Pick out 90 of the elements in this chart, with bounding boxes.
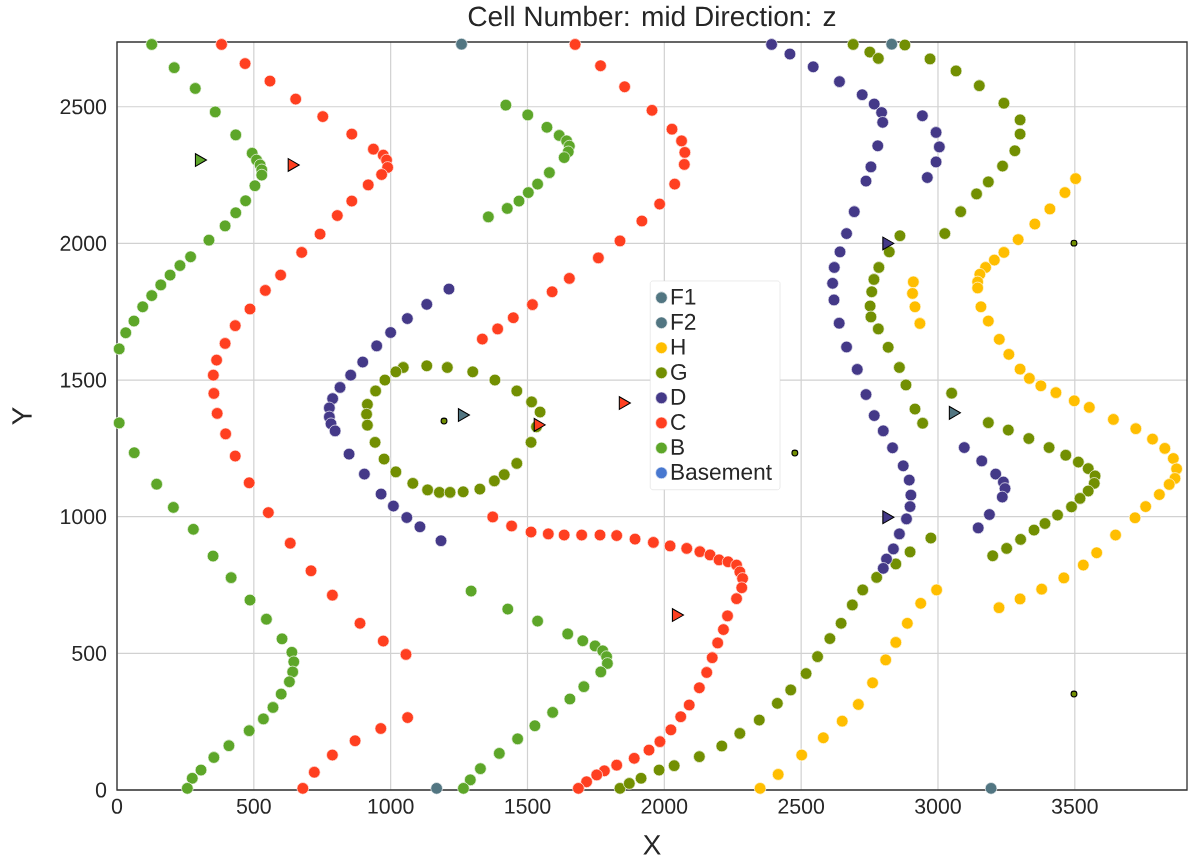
point bbox=[1083, 401, 1096, 414]
y-tick-label: 0 bbox=[95, 782, 107, 798]
point bbox=[1077, 558, 1090, 572]
legend-label: F2 bbox=[671, 313, 696, 330]
point bbox=[791, 449, 799, 457]
point bbox=[885, 37, 898, 51]
point bbox=[1023, 372, 1036, 385]
point bbox=[1070, 239, 1078, 247]
point bbox=[1128, 511, 1142, 525]
point bbox=[1167, 452, 1180, 465]
point bbox=[974, 300, 988, 314]
point bbox=[1002, 348, 1016, 361]
point bbox=[913, 317, 927, 330]
point bbox=[1158, 442, 1172, 455]
point bbox=[907, 275, 920, 289]
point bbox=[753, 782, 767, 795]
point bbox=[982, 314, 995, 328]
point bbox=[992, 601, 1006, 614]
point bbox=[1058, 186, 1072, 199]
point bbox=[889, 636, 903, 649]
y-axis-title: Y bbox=[12, 407, 32, 425]
point bbox=[1146, 432, 1159, 446]
point bbox=[1068, 394, 1081, 408]
chart-title: Cell Number: mid Direction: z bbox=[468, 5, 836, 27]
x-tick-label: 3500 bbox=[1051, 798, 1098, 814]
point bbox=[1069, 172, 1082, 185]
point bbox=[618, 396, 631, 410]
point bbox=[1028, 217, 1042, 231]
point bbox=[1139, 500, 1152, 513]
point bbox=[948, 405, 961, 420]
point bbox=[971, 281, 984, 295]
point bbox=[440, 417, 448, 425]
point bbox=[430, 782, 443, 795]
point bbox=[988, 253, 1001, 267]
point bbox=[866, 676, 879, 690]
x-tick-label: 0 bbox=[111, 798, 123, 814]
x-tick-label: 2500 bbox=[778, 798, 825, 814]
point bbox=[1107, 413, 1120, 426]
point bbox=[882, 510, 895, 525]
point bbox=[1163, 478, 1176, 491]
point bbox=[795, 748, 808, 762]
point bbox=[1011, 233, 1025, 246]
point bbox=[287, 158, 300, 172]
point bbox=[984, 782, 998, 795]
point bbox=[1013, 362, 1027, 376]
x-axis-title: X bbox=[643, 835, 661, 855]
legend-label: Basement bbox=[671, 464, 772, 480]
point bbox=[1043, 202, 1057, 216]
legend-label: B bbox=[671, 439, 684, 455]
point bbox=[906, 287, 919, 300]
point bbox=[993, 333, 1006, 346]
y-tick-label: 1500 bbox=[61, 372, 107, 388]
point bbox=[771, 768, 785, 781]
x-tick-label: 2000 bbox=[641, 798, 688, 814]
point bbox=[1109, 528, 1122, 542]
point bbox=[1070, 690, 1078, 698]
legend-label: H bbox=[671, 339, 685, 355]
legend-label: C bbox=[671, 414, 686, 431]
point bbox=[817, 731, 830, 745]
point bbox=[671, 608, 684, 622]
legend-label: D bbox=[671, 389, 686, 405]
point bbox=[1129, 422, 1143, 435]
point bbox=[1153, 488, 1166, 501]
point bbox=[835, 714, 849, 728]
point bbox=[879, 653, 892, 667]
point bbox=[852, 698, 865, 711]
point bbox=[930, 583, 943, 597]
point bbox=[901, 617, 914, 630]
x-tick-label: 3000 bbox=[915, 798, 961, 814]
point bbox=[1090, 546, 1103, 559]
y-tick-label: 2500 bbox=[60, 99, 107, 115]
point bbox=[908, 300, 922, 314]
point bbox=[1013, 592, 1027, 606]
point bbox=[1057, 571, 1071, 585]
y-tick-label: 500 bbox=[72, 645, 107, 661]
point bbox=[457, 408, 470, 422]
x-tick-label: 500 bbox=[236, 798, 271, 814]
legend-label: F1 bbox=[671, 288, 696, 305]
point bbox=[997, 246, 1011, 259]
point bbox=[1035, 582, 1048, 596]
point bbox=[1049, 386, 1063, 399]
point bbox=[194, 153, 207, 167]
y-tick-label: 2000 bbox=[60, 235, 107, 251]
y-tick-label: 1000 bbox=[61, 509, 107, 525]
legend-label: G bbox=[671, 363, 686, 381]
x-tick-label: 1000 bbox=[368, 798, 414, 814]
point bbox=[1034, 379, 1048, 392]
point bbox=[455, 37, 468, 51]
x-tick-label: 1500 bbox=[505, 798, 551, 814]
point bbox=[914, 597, 927, 610]
